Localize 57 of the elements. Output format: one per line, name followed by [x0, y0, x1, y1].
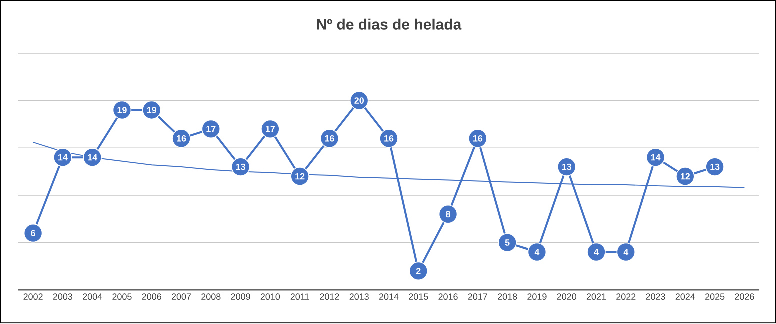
- x-tick-label: 2004: [83, 294, 102, 300]
- x-tick-label: 2006: [142, 294, 162, 300]
- point: [438, 205, 458, 224]
- data-label: 5: [505, 240, 510, 246]
- data-label: 16: [473, 136, 483, 142]
- point: [409, 262, 428, 281]
- x-tick-label: 2005: [112, 294, 132, 300]
- data-label: 8: [446, 211, 451, 218]
- data-label: 2: [416, 268, 421, 275]
- x-tick-label: 2018: [498, 294, 518, 300]
- x-tick-label: 2014: [379, 294, 399, 300]
- data-label: 14: [651, 154, 661, 161]
- data-label: 13: [236, 164, 246, 170]
- data-label: 4: [534, 249, 540, 256]
- x-tick-label: 2009: [231, 294, 250, 300]
- x-tick-label: 2016: [438, 294, 458, 300]
- x-tick-label: 2008: [202, 294, 221, 300]
- point: [587, 243, 606, 262]
- x-tick-label: 2023: [646, 294, 666, 300]
- data-label: 17: [206, 126, 216, 132]
- data-label: 12: [296, 174, 305, 180]
- data-label: 14: [88, 154, 98, 161]
- point: [528, 243, 547, 262]
- data-label: 17: [266, 126, 276, 132]
- data-label: 16: [177, 136, 186, 142]
- x-tick-label: 2022: [616, 294, 636, 300]
- point: [24, 224, 43, 243]
- data-label: 16: [384, 136, 394, 142]
- x-tick-label: 2019: [528, 294, 547, 300]
- x-tick-label: 2026: [735, 294, 754, 300]
- x-tick-label: 2015: [409, 294, 428, 300]
- x-tick-label: 2010: [260, 294, 280, 300]
- x-tick-label: 2003: [53, 294, 73, 300]
- x-tick-label: 2024: [676, 294, 696, 300]
- data-label: 4: [594, 249, 599, 256]
- data-label: 20: [354, 98, 364, 104]
- data-label: 16: [325, 136, 334, 142]
- data-label: 12: [680, 174, 690, 180]
- x-tick-label: 2013: [350, 294, 369, 300]
- x-tick-label: 2025: [706, 294, 725, 300]
- data-label: 14: [58, 154, 68, 161]
- data-label: 19: [118, 107, 127, 114]
- x-tick-label: 2007: [172, 294, 192, 300]
- chart-title: Nº de dias de helada: [317, 19, 462, 30]
- x-tick-label: 2011: [290, 294, 310, 300]
- data-label: 19: [147, 107, 157, 114]
- x-tick-label: 2012: [320, 294, 340, 300]
- point: [616, 243, 636, 262]
- x-tick-label: 2020: [557, 294, 576, 300]
- x-tick-label: 2002: [24, 294, 43, 300]
- x-tick-label: 2017: [468, 294, 488, 300]
- data-label: 13: [562, 164, 572, 170]
- data-label: 4: [624, 249, 629, 256]
- data-label: 13: [710, 164, 720, 170]
- data-label: 6: [31, 230, 36, 237]
- x-tick-label: 2021: [586, 294, 606, 300]
- point: [498, 234, 517, 252]
